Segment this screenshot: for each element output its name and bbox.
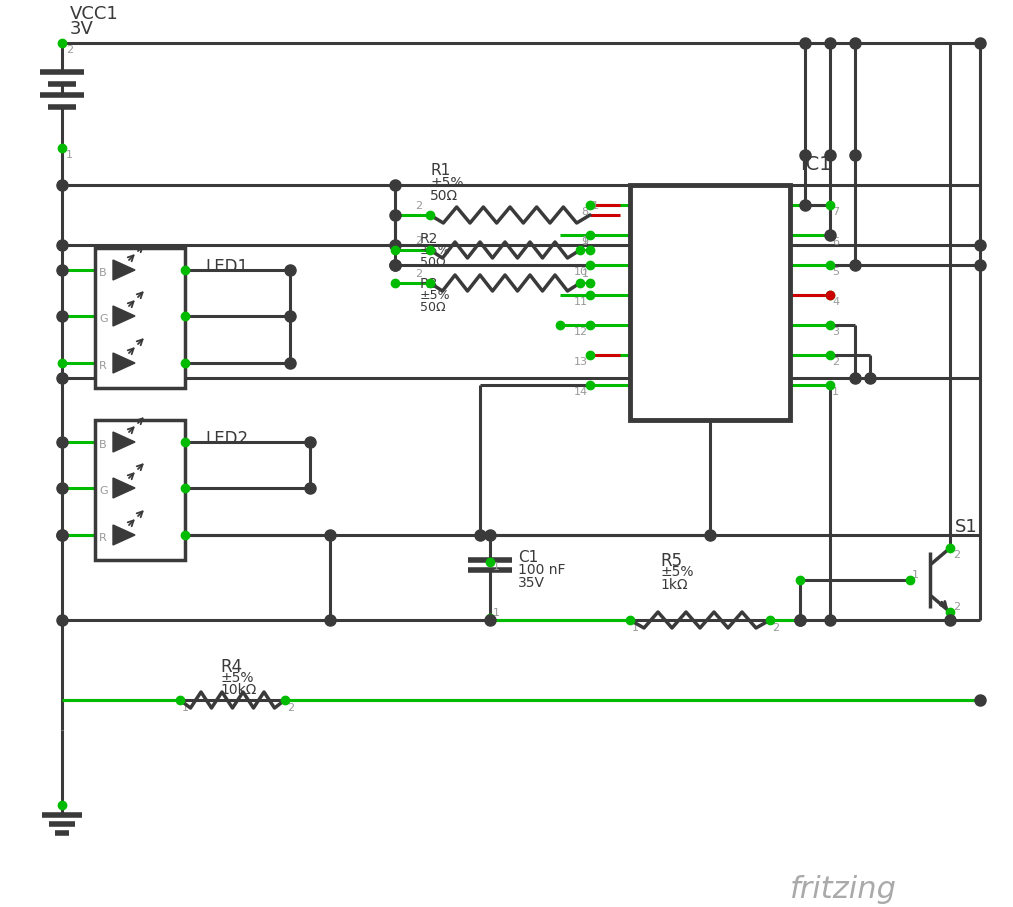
Text: 1kΩ: 1kΩ xyxy=(660,578,688,592)
Text: B: B xyxy=(99,440,106,450)
Text: 2: 2 xyxy=(953,550,960,560)
Text: 2: 2 xyxy=(66,45,73,55)
Text: 1: 1 xyxy=(582,236,589,246)
Text: 8: 8 xyxy=(580,207,588,217)
Text: 11: 11 xyxy=(574,297,588,307)
Text: LED1: LED1 xyxy=(205,258,248,276)
Text: 9: 9 xyxy=(580,237,588,247)
Text: 35V: 35V xyxy=(518,576,545,590)
Text: R4: R4 xyxy=(220,658,242,676)
Text: ±5%: ±5% xyxy=(420,289,451,302)
Polygon shape xyxy=(113,260,135,280)
Text: R0(1): R0(1) xyxy=(752,350,786,364)
Text: 1: 1 xyxy=(912,570,919,580)
Text: 1: 1 xyxy=(182,703,189,713)
Text: ±5%: ±5% xyxy=(660,565,694,579)
Text: R2: R2 xyxy=(420,232,439,246)
Text: R1: R1 xyxy=(430,163,450,178)
Text: 1: 1 xyxy=(493,608,500,618)
Text: 2: 2 xyxy=(415,269,422,279)
Text: R: R xyxy=(99,533,106,543)
Text: 3V: 3V xyxy=(70,20,94,38)
Text: IC1: IC1 xyxy=(800,155,832,174)
Text: 2: 2 xyxy=(287,703,294,713)
Bar xyxy=(630,185,790,420)
Text: 1: 1 xyxy=(832,387,839,397)
Text: R3: R3 xyxy=(420,277,439,291)
Text: ±5%: ±5% xyxy=(220,671,253,685)
Text: QB: QB xyxy=(634,230,652,243)
Text: 4: 4 xyxy=(832,297,839,307)
Polygon shape xyxy=(113,478,135,498)
Text: G: G xyxy=(99,486,107,496)
Bar xyxy=(95,420,185,560)
Text: 2: 2 xyxy=(772,623,779,633)
Text: R5: R5 xyxy=(660,552,682,570)
Polygon shape xyxy=(113,525,135,545)
Text: 1: 1 xyxy=(632,623,639,633)
Text: 100 nF: 100 nF xyxy=(518,563,565,577)
Text: QD: QD xyxy=(634,290,653,304)
Text: G: G xyxy=(99,314,107,324)
Text: 1: 1 xyxy=(582,269,589,279)
Text: ±5%: ±5% xyxy=(420,244,451,257)
Text: 12: 12 xyxy=(574,327,588,337)
Text: 7: 7 xyxy=(832,207,839,217)
Text: R: R xyxy=(99,361,106,371)
Text: 50Ω: 50Ω xyxy=(420,256,446,269)
Text: IC: IC xyxy=(700,292,720,312)
Text: 2: 2 xyxy=(415,201,422,211)
Text: CKB: CKB xyxy=(761,381,786,394)
Polygon shape xyxy=(113,306,135,326)
Text: 10: 10 xyxy=(574,267,588,277)
Text: ±5%: ±5% xyxy=(430,176,464,190)
Text: QC: QC xyxy=(634,200,652,213)
Bar xyxy=(95,248,185,388)
Text: 2: 2 xyxy=(832,357,839,367)
Text: 1: 1 xyxy=(66,150,73,160)
Text: QA: QA xyxy=(634,320,652,334)
Text: NC: NC xyxy=(768,230,786,243)
Text: LED2: LED2 xyxy=(205,430,248,448)
Text: B: B xyxy=(99,268,106,278)
Text: GND: GND xyxy=(634,260,663,274)
Text: 50Ω: 50Ω xyxy=(420,301,446,314)
Text: 14: 14 xyxy=(574,387,588,397)
Text: NC: NC xyxy=(768,200,786,213)
Text: 1: 1 xyxy=(592,201,599,211)
Text: 5: 5 xyxy=(832,267,839,277)
Polygon shape xyxy=(113,353,135,373)
Text: R0(2): R0(2) xyxy=(752,320,786,334)
Polygon shape xyxy=(113,432,135,452)
Text: 3: 3 xyxy=(832,327,839,337)
Text: S1: S1 xyxy=(955,518,978,536)
Text: C1: C1 xyxy=(518,550,538,565)
Text: 10kΩ: 10kΩ xyxy=(220,683,256,697)
Text: 13: 13 xyxy=(574,357,588,367)
Text: fritzing: fritzing xyxy=(790,875,897,904)
Text: CKA: CKA xyxy=(634,381,659,394)
Text: VCC: VCC xyxy=(760,260,786,274)
Text: NC: NC xyxy=(768,290,786,304)
Text: 2: 2 xyxy=(415,236,422,246)
Text: 1: 1 xyxy=(493,562,500,572)
Text: VCC1: VCC1 xyxy=(70,5,119,23)
Text: 50Ω: 50Ω xyxy=(430,189,458,203)
Text: 6: 6 xyxy=(832,237,839,247)
Text: NC: NC xyxy=(634,350,652,364)
Text: 2: 2 xyxy=(953,602,960,612)
